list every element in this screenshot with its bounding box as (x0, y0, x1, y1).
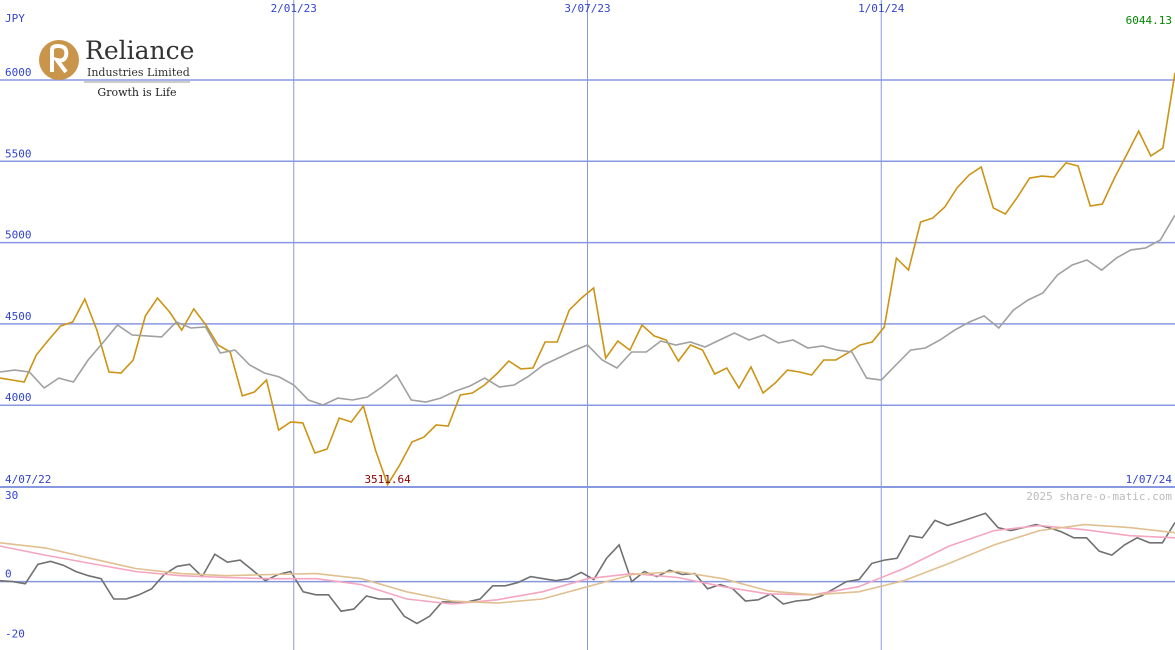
x-end-label: 1/07/24 (1126, 473, 1173, 486)
y-tick-label: 5000 (5, 229, 32, 242)
x-tick-label: 1/01/24 (858, 2, 905, 15)
series-line (0, 524, 1175, 605)
max-label: 6044.13 (1126, 14, 1172, 27)
x-start-label: 4/07/22 (5, 473, 51, 486)
y-tick-label: -20 (5, 627, 25, 640)
x-tick-label: 2/01/23 (271, 2, 317, 15)
series-line (0, 214, 1175, 406)
series-line (0, 72, 1175, 487)
x-tick-label: 3/07/23 (564, 2, 610, 15)
logo-glyph (50, 43, 69, 74)
y-tick-label: 4000 (5, 391, 32, 404)
min-label: 3511.64 (364, 473, 411, 486)
y-unit: JPY (5, 12, 25, 25)
y-tick-label: 4500 (5, 310, 32, 323)
y-tick-label: 6000 (5, 66, 32, 79)
logo-tagline: Growth is Life (97, 86, 176, 99)
watermark: 2025 share-o-matic.com (1026, 490, 1172, 503)
series-line (0, 523, 1175, 604)
logo-subtitle: Industries Limited (87, 66, 190, 79)
y-tick-label: 30 (5, 489, 18, 502)
y-tick-label: 0 (5, 568, 12, 581)
logo: Reliance Industries Limited Growth is Li… (39, 36, 194, 99)
series-line (0, 512, 1175, 625)
y-tick-label: 5500 (5, 147, 32, 160)
logo-name: Reliance (85, 36, 194, 65)
